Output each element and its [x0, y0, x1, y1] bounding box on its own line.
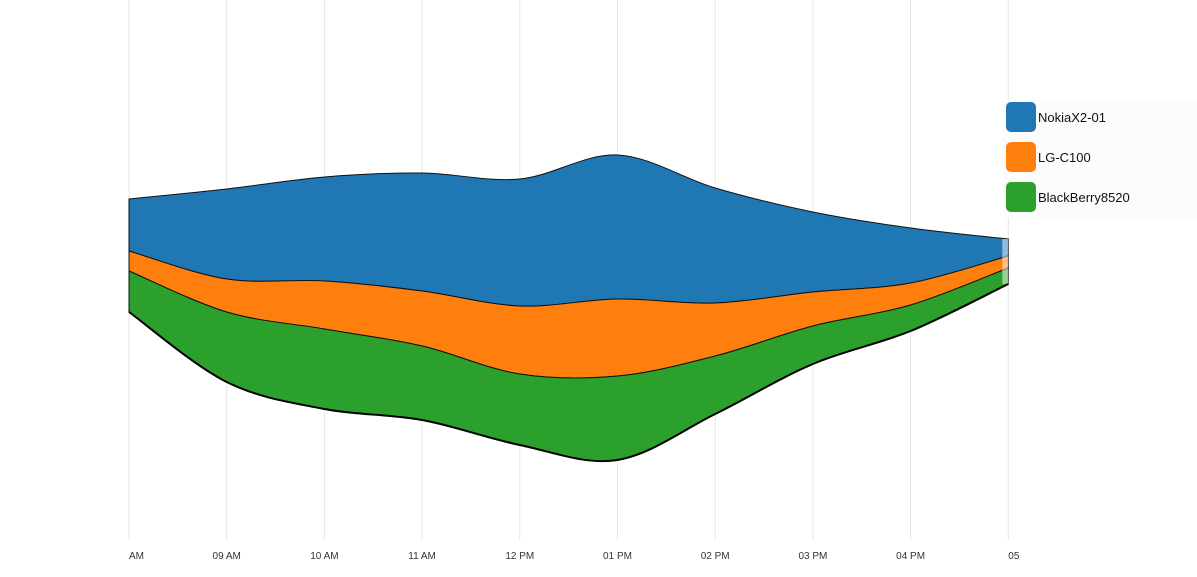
x-tick-label-02-pm: 02 PM — [701, 551, 730, 562]
stream-layers — [128, 154, 1009, 463]
x-tick-label-04-pm: 04 PM — [896, 551, 925, 562]
legend-swatch-nokiax2-01 — [1006, 102, 1036, 132]
legend-swatch-lg-c100 — [1006, 142, 1036, 172]
x-tick-label-12-pm: 12 PM — [505, 551, 534, 562]
x-tick-label-05: 05 — [1008, 551, 1020, 562]
legend-item-blackberry8520[interactable]: BlackBerry8520 — [1006, 182, 1130, 212]
x-tick-label-09-am: 09 AM — [213, 551, 241, 562]
x-tick-label-11-am: 11 AM — [408, 551, 436, 562]
x-tick-label-10-am: 10 AM — [310, 551, 338, 562]
legend-label-lg-c100: LG-C100 — [1038, 149, 1091, 165]
x-axis-ticks: AM 09 AM 10 AM 11 AM 12 PM 01 PM 02 PM 03 PM 04 … — [129, 551, 1020, 562]
stream-end-cap-lg-c100 — [1002, 256, 1009, 268]
legend-item-lg-c100[interactable]: LG-C100 — [1006, 142, 1091, 172]
x-tick-label-am: AM — [129, 551, 144, 562]
legend-label-nokiax2-01: NokiaX2-01 — [1038, 109, 1106, 125]
stream-end-cap-nokiax2-01 — [1002, 239, 1009, 256]
legend-item-nokiax2-01[interactable]: NokiaX2-01 — [1006, 102, 1106, 132]
legend-swatch-blackberry8520 — [1006, 182, 1036, 212]
x-tick-label-03-pm: 03 PM — [798, 551, 827, 562]
legend: NokiaX2-01 LG-C100 BlackBerry8520 — [1003, 100, 1197, 218]
stream-bottom-edge — [128, 283, 1009, 463]
legend-label-blackberry8520: BlackBerry8520 — [1038, 189, 1130, 205]
stream-end-cap-blackberry8520 — [1002, 268, 1009, 284]
x-tick-label-01-pm: 01 PM — [603, 551, 632, 562]
